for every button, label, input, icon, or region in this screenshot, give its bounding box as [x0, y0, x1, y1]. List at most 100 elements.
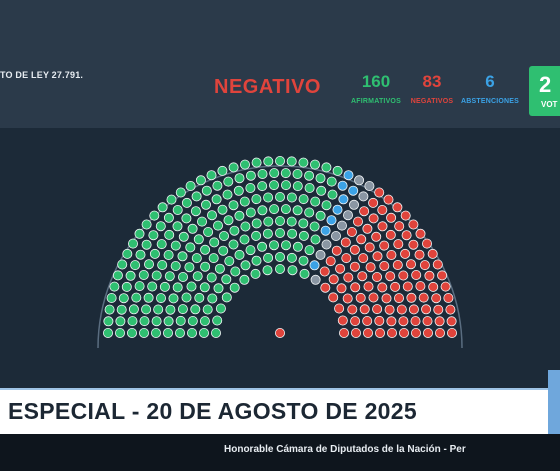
- seat-negativo: [358, 253, 369, 264]
- seat-afirmativo: [181, 292, 192, 303]
- seat-afirmativo: [251, 218, 262, 229]
- seat-negativo: [398, 327, 409, 338]
- seat-ausente: [358, 191, 369, 202]
- seat-negativo: [414, 249, 425, 260]
- seat-afirmativo: [109, 281, 120, 292]
- footer-bar: Honorable Cámara de Diputados de la Naci…: [0, 434, 560, 471]
- seat-negativo: [328, 292, 339, 303]
- seat-afirmativo: [321, 200, 332, 211]
- seat-afirmativo: [245, 183, 256, 194]
- seat-afirmativo: [200, 199, 211, 210]
- seat-afirmativo: [200, 261, 211, 272]
- seat-abstencion: [348, 185, 359, 196]
- seat-afirmativo: [212, 220, 223, 231]
- seat-afirmativo: [175, 187, 186, 198]
- seat-afirmativo: [172, 205, 183, 216]
- seat-afirmativo: [224, 256, 235, 267]
- seat-afirmativo: [155, 293, 166, 304]
- seat-negativo: [338, 327, 349, 338]
- seat-negativo: [368, 292, 379, 303]
- seat-afirmativo: [212, 315, 223, 326]
- seat-negativo: [437, 270, 448, 281]
- seat-afirmativo: [315, 210, 326, 221]
- seat-negativo: [408, 304, 419, 315]
- seat-afirmativo: [193, 234, 204, 245]
- seat-afirmativo: [298, 230, 309, 241]
- seat-negativo: [371, 231, 382, 242]
- seat-afirmativo: [164, 271, 175, 282]
- seat-negativo: [377, 205, 388, 216]
- seat-afirmativo: [199, 282, 210, 293]
- seat-afirmativo: [215, 303, 226, 314]
- seat-negativo: [350, 327, 361, 338]
- seat-negativo: [400, 248, 411, 259]
- seat-negativo: [341, 253, 352, 264]
- seat-afirmativo: [185, 242, 196, 253]
- seat-afirmativo: [257, 169, 268, 180]
- seat-afirmativo: [245, 245, 256, 256]
- seat-ausente: [336, 220, 347, 231]
- seat-afirmativo: [202, 304, 213, 315]
- vote-result: NEGATIVO: [214, 76, 321, 98]
- seat-afirmativo: [143, 292, 154, 303]
- seat-negativo: [400, 210, 411, 221]
- seat-negativo: [371, 271, 382, 282]
- seat-negativo: [392, 202, 403, 213]
- seat-afirmativo: [130, 260, 141, 271]
- seat-afirmativo: [251, 157, 262, 168]
- seat-negativo: [350, 316, 361, 327]
- seat-afirmativo: [240, 221, 251, 232]
- seat-afirmativo: [263, 252, 274, 263]
- seat-negativo: [394, 221, 405, 232]
- seat-afirmativo: [115, 316, 126, 327]
- seat-afirmativo: [217, 204, 228, 215]
- seat-afirmativo: [210, 327, 221, 338]
- seat-negativo: [398, 270, 409, 281]
- banner-accent: [548, 370, 560, 434]
- seat-abstencion: [320, 225, 331, 236]
- seat-negativo: [346, 227, 357, 238]
- seat-afirmativo: [157, 259, 168, 270]
- seat-afirmativo: [233, 185, 244, 196]
- seat-afirmativo: [131, 292, 142, 303]
- seat-negativo: [374, 327, 385, 338]
- seat-afirmativo: [181, 213, 192, 224]
- stat-abstenciones: 6 ABSTENCIONES: [460, 72, 520, 105]
- seat-afirmativo: [163, 250, 174, 261]
- seat-afirmativo: [206, 210, 217, 221]
- seat-negativo: [334, 303, 345, 314]
- seat-negativo: [445, 304, 456, 315]
- seat-ausente: [342, 210, 353, 221]
- seat-negativo: [359, 304, 370, 315]
- seat-negativo: [386, 316, 397, 327]
- seat-negativo: [336, 283, 347, 294]
- seat-afirmativo: [191, 191, 202, 202]
- seat-afirmativo: [245, 207, 256, 218]
- seat-negativo: [352, 216, 363, 227]
- seat-afirmativo: [122, 248, 133, 259]
- seat-ausente: [310, 274, 321, 285]
- seat-afirmativo: [221, 274, 232, 285]
- seat-afirmativo: [218, 231, 229, 242]
- seat-afirmativo: [138, 269, 149, 280]
- seat-afirmativo: [115, 327, 126, 338]
- seat-afirmativo: [141, 239, 152, 250]
- seat-afirmativo: [309, 221, 320, 232]
- seat-afirmativo: [104, 304, 115, 315]
- seat-afirmativo: [172, 282, 183, 293]
- seat-afirmativo: [103, 327, 114, 338]
- seat-afirmativo: [298, 194, 309, 205]
- seat-afirmativo: [195, 175, 206, 186]
- seat-negativo: [434, 327, 445, 338]
- seat-afirmativo: [280, 204, 291, 215]
- seat-afirmativo: [287, 228, 298, 239]
- seat-afirmativo: [170, 240, 181, 251]
- seat-afirmativo: [177, 251, 188, 262]
- seat-negativo: [362, 327, 373, 338]
- seat-afirmativo: [263, 192, 274, 203]
- seat-negativo: [393, 293, 404, 304]
- seat-afirmativo: [178, 231, 189, 242]
- seat-negativo: [359, 206, 370, 217]
- seat-afirmativo: [185, 181, 196, 192]
- seat-negativo: [372, 251, 383, 262]
